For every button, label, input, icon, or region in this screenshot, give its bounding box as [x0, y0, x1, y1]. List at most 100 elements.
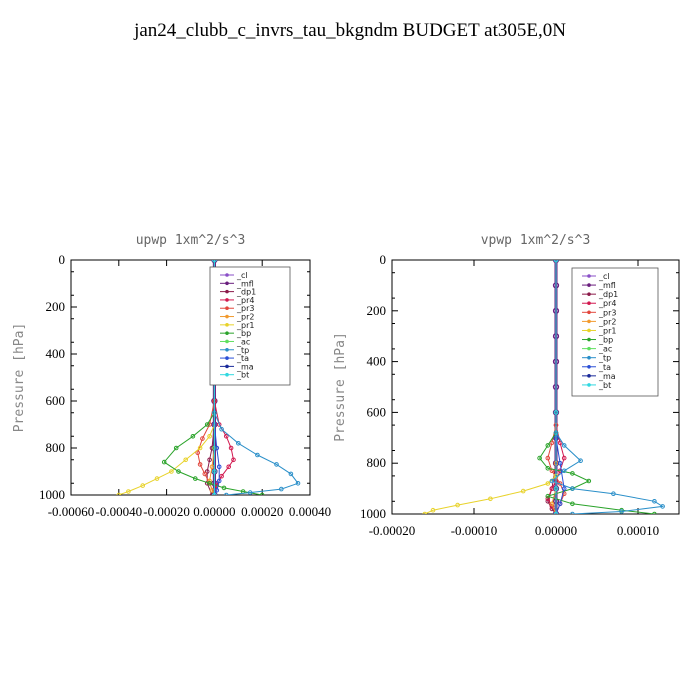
x-tick-label: -0.00020 [369, 523, 416, 538]
x-tick-label: 0.00000 [535, 523, 577, 538]
series-point-tp [279, 486, 284, 492]
series-point-bp [586, 478, 592, 484]
series-line-tp [550, 260, 665, 514]
series-point-pr1 [140, 483, 145, 488]
legend-marker [225, 364, 229, 369]
series-point-ta [216, 464, 222, 470]
series-point-bt [553, 410, 559, 415]
series-line-bp [538, 260, 655, 514]
legend-marker [587, 346, 591, 351]
legend-label: _ac [236, 337, 250, 346]
legend-label: _bt [236, 371, 249, 380]
series-point-bt [553, 486, 559, 491]
legend-marker [225, 372, 229, 377]
series-point-dp1 [204, 469, 210, 474]
legend-label: _pr3 [236, 304, 254, 313]
series-group [422, 260, 665, 514]
series-point-bp [173, 445, 179, 451]
legend-label: _ma [236, 362, 254, 371]
series-point-bp [190, 434, 196, 439]
legend-marker [587, 364, 591, 369]
series-point-ta [557, 501, 563, 507]
series-point-bt [212, 469, 217, 474]
series-point-tp [561, 443, 567, 448]
x-tick-label: -0.00040 [96, 504, 143, 519]
panel-1: upwp 1xm^2/s^3 Pressure [hPa] 0 200 400 600 80… [12, 233, 331, 519]
legend-label: _ta [598, 363, 611, 372]
legend-marker [587, 292, 591, 296]
legend-marker [587, 374, 591, 378]
legend-marker [225, 289, 229, 294]
series-point-tp [578, 458, 583, 464]
series-point-pr1 [520, 488, 526, 494]
legend-label: _pr1 [598, 326, 616, 335]
series-point-pr2 [209, 488, 215, 493]
x-tick-label: 0.00020 [241, 504, 283, 519]
series-line-tp [213, 260, 299, 495]
series-point-bp [570, 501, 575, 507]
series-point-tp [611, 491, 616, 497]
legend-label: _bt [598, 381, 611, 390]
series-point-tp [236, 441, 241, 446]
series-point-tp [570, 511, 575, 514]
legend: _cl_mfl_dp1_pr4_pr3_pr2_pr1_bp_ac_tp_ta_… [571, 267, 659, 397]
legend-label: _pr2 [236, 313, 254, 322]
legend-label: _ma [598, 372, 616, 381]
series-point-bp [652, 511, 657, 514]
series-point-bp [259, 492, 265, 495]
x-tick-label: -0.00060 [48, 504, 95, 519]
legend-marker [225, 306, 229, 311]
legend-label: _dp1 [598, 290, 618, 299]
legend-marker [587, 319, 591, 324]
series-point-bp [570, 471, 575, 476]
series-point-pr4 [545, 496, 551, 502]
series-point-pr1 [197, 445, 203, 451]
x-tick-label: 0.00000 [193, 504, 235, 519]
series-point-pr2 [549, 501, 555, 507]
y-tick-label: 200 [367, 303, 387, 318]
series-point-tp [247, 490, 253, 495]
y-tick-label: 600 [46, 393, 66, 408]
legend-label: _ac [598, 345, 612, 354]
series-point-pr4 [224, 434, 229, 439]
series-point-bp [545, 493, 551, 499]
series-point-ta [214, 488, 220, 493]
legend-marker [587, 283, 591, 287]
series-point-pr4 [219, 473, 224, 479]
series-point-pr2 [209, 464, 215, 470]
legend-label: _pr3 [598, 308, 616, 317]
legend-label: _bp [236, 329, 251, 338]
legend-box [571, 267, 659, 397]
series-point-pr1 [116, 492, 122, 495]
series-point-ta [214, 445, 220, 451]
series-point-pr1 [183, 457, 188, 463]
series-point-pr4 [214, 483, 220, 488]
series-point-pr1 [430, 507, 436, 513]
y-tick-label: 800 [46, 440, 66, 455]
y-tick-label: 1000 [360, 506, 386, 521]
legend-label: _pr4 [598, 299, 616, 308]
series-point-pr4 [231, 457, 236, 463]
panel-title: upwp 1xm^2/s^3 [136, 233, 246, 248]
series-point-pr1 [488, 496, 493, 502]
series-point-pr3 [207, 422, 212, 427]
series-point-tp [619, 509, 624, 514]
series-point-dp1 [209, 445, 215, 451]
series-point-dp1 [209, 492, 215, 495]
legend-label: _pr4 [236, 296, 254, 305]
series-point-bt [212, 260, 217, 263]
series-point-tp [255, 452, 260, 458]
legend-marker [587, 337, 591, 342]
y-tick-label: 600 [367, 404, 387, 419]
series-group [116, 260, 301, 495]
series-point-pr3 [202, 471, 208, 477]
panel-title: vpwp 1xm^2/s^3 [481, 233, 591, 248]
y-tick-label: 400 [367, 354, 387, 369]
y-tick-label: 0 [380, 252, 387, 267]
series-point-bp [176, 469, 181, 474]
legend-marker [225, 347, 229, 352]
series-point-pr3 [197, 462, 203, 467]
series-point-tp [570, 486, 575, 491]
series-point-ta [561, 486, 567, 491]
